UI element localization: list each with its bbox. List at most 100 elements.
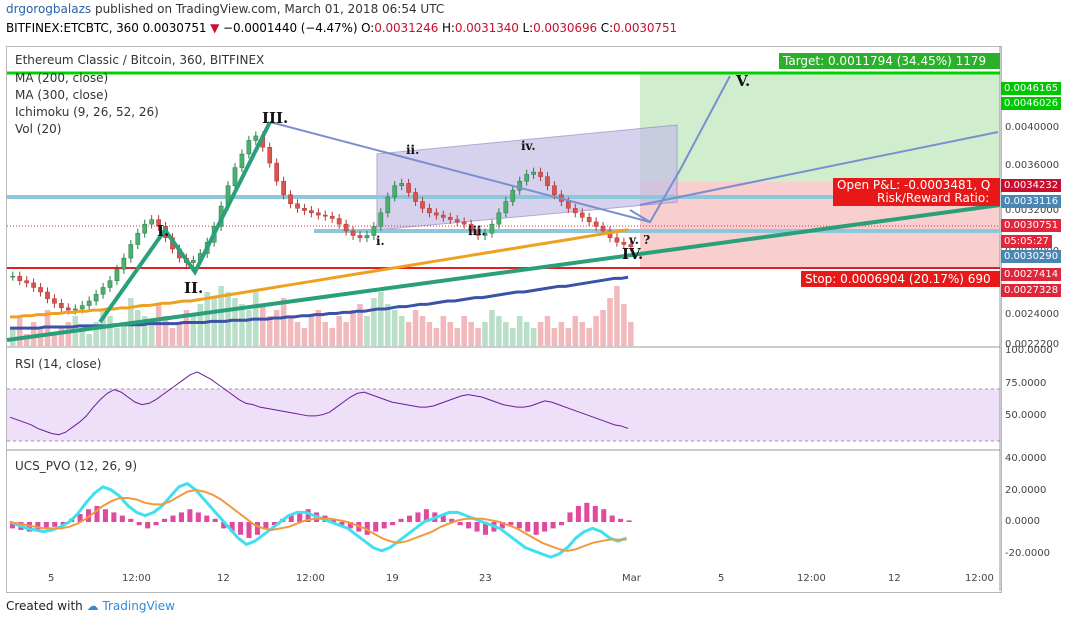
price-tick-label: 0.0040000 xyxy=(1005,122,1060,133)
pvo-histogram-bar xyxy=(195,512,201,522)
volume-bar xyxy=(225,292,231,346)
pvo-histogram-bar xyxy=(398,518,404,522)
pvo-histogram-bar xyxy=(406,515,413,522)
volume-bar xyxy=(294,322,301,346)
pvo-histogram-bar xyxy=(170,515,176,522)
pvo-histogram-bar xyxy=(516,522,522,529)
footer-brand-link[interactable]: TradingView xyxy=(102,599,175,613)
price-tag: 0.0030290 xyxy=(1001,250,1062,263)
pvo-histogram-bar xyxy=(364,522,370,535)
candle xyxy=(447,217,453,220)
candle xyxy=(316,212,321,216)
candle xyxy=(45,291,50,300)
volume-bar xyxy=(218,286,224,346)
pvo-histogram-bar xyxy=(162,518,168,522)
pvo-tick-label: -20.0000 xyxy=(1005,548,1050,559)
wave-label-III: III. xyxy=(262,109,289,127)
wave-label-ii: ii. xyxy=(406,143,420,157)
candle xyxy=(121,257,127,270)
legend-volume[interactable]: Vol (20) xyxy=(15,122,62,136)
candle xyxy=(468,223,474,232)
pvo-histogram-bar xyxy=(86,509,92,522)
pvo-signal-line xyxy=(9,488,627,552)
pvo-histogram-bar xyxy=(347,522,353,529)
pvo-histogram-bar xyxy=(499,522,505,529)
time-tick-label: 19 xyxy=(386,573,399,584)
down-arrow-icon: ▼ xyxy=(210,21,220,35)
volume-bar xyxy=(16,316,23,346)
volume-bar xyxy=(419,316,426,346)
author-link[interactable]: drgorogbalazs xyxy=(6,2,92,16)
candle xyxy=(454,219,460,223)
volume-bar xyxy=(600,310,606,346)
candle xyxy=(59,303,64,309)
price-tick-label: 0.0024000 xyxy=(1005,309,1060,320)
publish-text: published on TradingView.com, March 01, … xyxy=(91,2,445,16)
pvo-histogram-bar xyxy=(238,522,244,535)
candle xyxy=(489,223,495,234)
legend-ma200[interactable]: MA (200, close) xyxy=(15,71,109,85)
volume-bar xyxy=(364,316,370,346)
volume-bar xyxy=(197,304,204,346)
high-label: H: xyxy=(441,21,455,35)
target-label: Target: 0.0011794 (34.45%) 1179 xyxy=(779,53,1000,69)
pvo-histogram-bar xyxy=(390,522,396,526)
legend-rsi[interactable]: RSI (14, close) xyxy=(15,357,102,371)
candle xyxy=(593,221,599,227)
high-value: 0.0031340 xyxy=(454,21,519,35)
volume-bar xyxy=(58,328,65,346)
time-tick-label: 12:00 xyxy=(122,573,151,584)
pvo-histogram-bar xyxy=(288,515,294,522)
volume-bar xyxy=(280,298,287,346)
pvo-histogram-bar xyxy=(601,509,607,522)
volume-bar xyxy=(447,322,454,346)
volume-bar xyxy=(572,316,579,346)
tradingview-logo-icon[interactable]: ☁ xyxy=(86,599,99,613)
legend-ma300[interactable]: MA (300, close) xyxy=(15,88,109,102)
candle xyxy=(52,298,57,304)
candle xyxy=(413,192,418,202)
wave-label-iv: iv. xyxy=(521,139,536,153)
volume-bar xyxy=(586,328,592,346)
wave-label-v: v. ? xyxy=(629,233,651,247)
candle xyxy=(329,215,335,219)
volume-bar xyxy=(239,304,245,346)
price-tag: 05:05:27 xyxy=(1001,235,1052,248)
pvo-histogram-bar xyxy=(305,509,311,522)
pvo-histogram-bar xyxy=(35,522,41,530)
down-trendline xyxy=(269,121,651,223)
volume-bar xyxy=(558,322,565,346)
volume-bar xyxy=(350,310,356,346)
volume-bar xyxy=(357,304,363,346)
candle xyxy=(572,208,578,214)
legend-ichimoku[interactable]: Ichimoku (9, 26, 52, 26) xyxy=(15,105,159,119)
chart-title: Ethereum Classic / Bitcoin, 360, BITFINE… xyxy=(15,53,265,67)
volume-bar xyxy=(537,322,544,346)
pvo-histogram-bar xyxy=(43,522,49,529)
pvo-histogram-bar xyxy=(626,520,632,522)
pvo-tick-label: 0.0000 xyxy=(1005,516,1040,527)
volume-bar xyxy=(246,310,252,346)
symbol-label: BITFINEX:ETCBTC, 360 xyxy=(6,21,139,35)
candle xyxy=(392,185,398,198)
pvo-histogram-bar xyxy=(423,509,429,522)
volume-bar xyxy=(30,322,37,346)
volume-bar xyxy=(565,328,572,346)
chart-frame[interactable] xyxy=(6,46,1002,593)
volume-bar xyxy=(551,328,558,346)
pvo-histogram-bar xyxy=(339,522,345,526)
pvo-tick-label: 40.0000 xyxy=(1005,453,1047,464)
volume-bar xyxy=(489,310,495,346)
candle xyxy=(406,183,411,193)
candle xyxy=(628,244,634,247)
blue-trendline xyxy=(639,131,999,206)
pvo-histogram-bar xyxy=(153,522,159,526)
candle xyxy=(461,221,467,225)
volume-bar xyxy=(378,292,384,346)
legend-pvo[interactable]: UCS_PVO (12, 26, 9) xyxy=(15,459,138,473)
volume-bar xyxy=(190,316,197,346)
candle xyxy=(72,308,78,311)
candle xyxy=(93,293,99,302)
candle xyxy=(302,208,307,211)
